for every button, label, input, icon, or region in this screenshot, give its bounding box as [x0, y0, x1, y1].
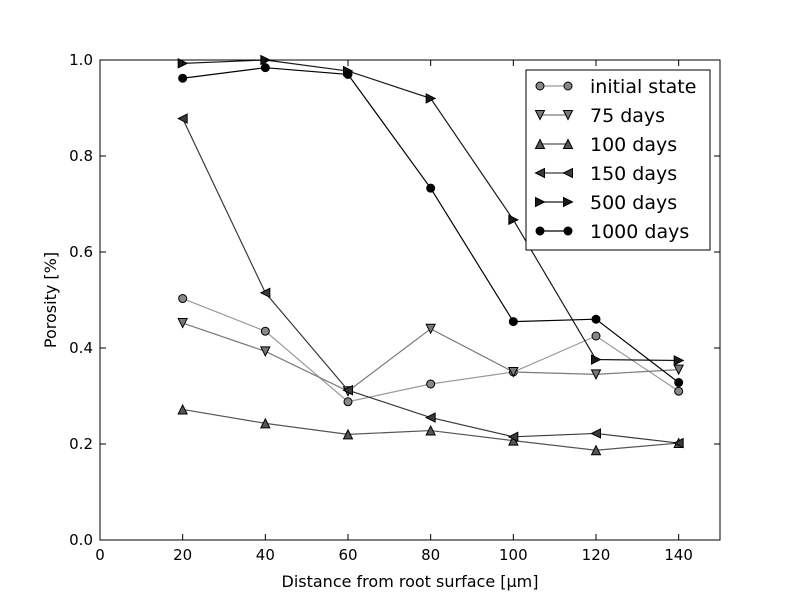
legend-marker-initial-state	[535, 81, 545, 91]
x-tick-label: 120	[582, 546, 611, 564]
legend-label-500-days: 500 days	[590, 192, 677, 214]
data-point-initial-state	[343, 397, 353, 407]
legend-marker-75-days	[562, 110, 574, 121]
data-point-75-days	[508, 367, 519, 378]
legend-frame	[525, 69, 711, 251]
data-point-150-days	[342, 384, 353, 396]
legend-marker-1000-days	[563, 226, 573, 236]
x-tick-label: 60	[338, 546, 357, 564]
data-point-initial-state	[674, 386, 684, 396]
data-point-1000-days	[426, 183, 436, 193]
series-1000-days	[178, 63, 684, 388]
legend-marker-100-days	[534, 138, 546, 149]
legend-label-1000-days: 1000 days	[590, 221, 689, 243]
data-point-100-days	[177, 403, 188, 415]
data-point-150-days	[425, 412, 436, 423]
data-point-initial-state	[178, 294, 188, 304]
data-point-100-days	[425, 424, 436, 436]
y-tick-label: 0.0	[69, 531, 93, 549]
data-point-1000-days	[674, 378, 684, 388]
data-point-75-days	[590, 369, 602, 381]
x-tick-label: 100	[499, 546, 528, 564]
legend-marker-500-days	[563, 196, 574, 208]
y-tick-label: 0.6	[69, 243, 93, 261]
y-tick-label: 1.0	[69, 51, 93, 69]
series-initial-state	[178, 294, 684, 407]
data-point-75-days	[425, 323, 436, 335]
x-tick-label: 140	[664, 546, 693, 564]
x-tick-label: 80	[421, 546, 440, 564]
legend-marker-150-days	[562, 167, 573, 179]
data-point-150-days	[507, 431, 519, 443]
data-point-initial-state	[591, 331, 601, 341]
legend-label-150-days: 150 days	[590, 163, 677, 185]
data-point-1000-days	[591, 314, 601, 324]
data-point-150-days	[590, 428, 601, 439]
plot-frame	[99, 59, 721, 541]
data-point-100-days	[260, 417, 271, 429]
y-axis-label: Porosity [%]	[41, 252, 60, 348]
data-point-150-days	[259, 287, 271, 299]
data-point-150-days	[673, 437, 684, 449]
legend-marker-75-days	[534, 110, 546, 121]
data-point-500-days	[673, 355, 685, 366]
data-point-75-days	[260, 346, 271, 357]
y-tick-label: 0.8	[69, 147, 93, 165]
x-axis-label: Distance from root surface [μm]	[282, 572, 539, 591]
legend-label-initial-state: initial state	[590, 76, 696, 98]
x-tick-label: 0	[95, 546, 105, 564]
data-point-75-days	[177, 318, 188, 329]
x-tick-label: 20	[173, 546, 192, 564]
data-point-500-days	[591, 354, 602, 365]
data-point-initial-state	[260, 326, 270, 336]
data-point-100-days	[342, 428, 354, 440]
y-axis-ticks: 0.0 0.2 0.4 0.6 0.8 1.0	[69, 51, 720, 549]
data-point-100-days	[590, 444, 602, 456]
y-tick-label: 0.4	[69, 339, 93, 357]
data-point-initial-state	[426, 379, 436, 389]
data-point-150-days	[177, 113, 188, 124]
legend-label-100-days: 100 days	[590, 134, 677, 156]
legend-marker-500-days	[535, 196, 546, 208]
data-point-500-days	[425, 93, 437, 104]
data-point-1000-days	[343, 69, 353, 79]
series-100-days	[177, 403, 684, 456]
y-tick-label: 0.2	[69, 435, 93, 453]
legend-marker-1000-days	[535, 226, 545, 236]
x-axis-ticks: 0 20 40 60 80 100 120 140	[95, 60, 693, 564]
data-point-500-days	[508, 214, 519, 226]
series-150-days	[177, 113, 684, 449]
data-point-1000-days	[508, 317, 518, 327]
legend-label-75-days: 75 days	[590, 105, 665, 127]
data-point-1000-days	[178, 73, 188, 83]
legend-marker-100-days	[562, 138, 574, 149]
legend-marker-initial-state	[563, 81, 573, 91]
data-point-75-days	[673, 364, 684, 376]
legend: initial state 75 days 100 days 150 days 500 …	[525, 69, 711, 251]
x-tick-label: 40	[256, 546, 275, 564]
legend-marker-150-days	[534, 167, 545, 179]
